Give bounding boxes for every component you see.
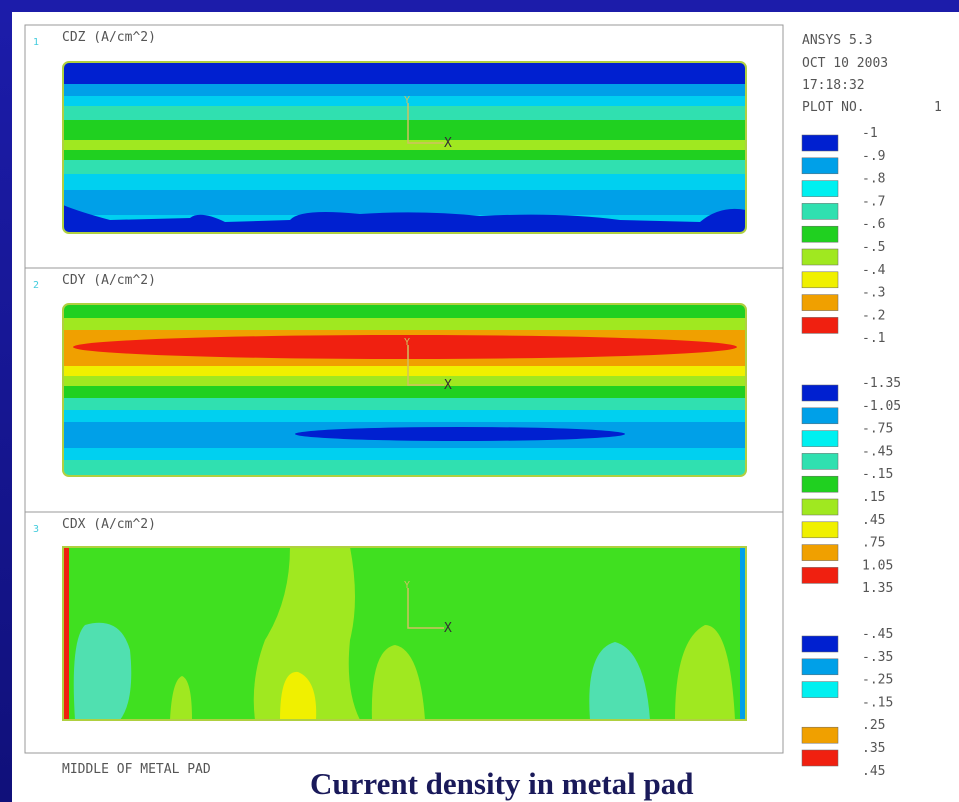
panel-index: 1	[33, 37, 39, 48]
header-text: ANSYS 5.3	[802, 33, 872, 48]
panel-title: CDY (A/cm^2)	[62, 273, 156, 288]
pad-outline	[62, 546, 747, 721]
legend-label: -.75	[862, 422, 893, 437]
contour-cdy	[63, 304, 746, 476]
caption: Current density in metal pad	[310, 766, 694, 801]
legend-swatch	[801, 475, 839, 493]
legend-swatch	[801, 544, 839, 561]
legend-label: -.15	[862, 467, 893, 482]
legend-label: -1.35	[862, 376, 901, 391]
axis-x: X	[444, 136, 452, 151]
header-text: 17:18:32	[802, 78, 865, 93]
legend-swatch	[801, 248, 839, 266]
panel-title: CDX (A/cm^2)	[62, 517, 156, 532]
legend-label: .45	[862, 764, 885, 779]
legend-label: -.1	[862, 331, 885, 346]
legend-label: .75	[862, 536, 885, 551]
contour-cdz	[63, 62, 746, 233]
header-text: OCT 10 2003	[802, 56, 888, 71]
legend-swatch	[801, 567, 839, 584]
legend-label: -1.05	[862, 399, 901, 414]
legend-swatch	[801, 134, 839, 152]
legend-label: .15	[862, 490, 885, 505]
legend-label: -.7	[862, 194, 885, 209]
legend-swatch	[801, 658, 839, 676]
plot-label: PLOT NO.	[802, 100, 865, 115]
legend-swatch	[801, 521, 839, 539]
axis-y: Y	[404, 95, 410, 106]
legend-label: -.5	[862, 240, 885, 255]
legend-label: -.15	[862, 695, 893, 710]
legend-label: -.6	[862, 217, 885, 232]
axis-triad	[407, 103, 444, 144]
legend-swatch	[801, 294, 839, 311]
legend-swatch	[801, 681, 839, 698]
axis-triad	[407, 588, 444, 629]
axis-y: Y	[404, 337, 410, 348]
legend-label: -.9	[862, 149, 885, 164]
pad-outline	[62, 303, 747, 477]
legend-swatch	[801, 453, 839, 470]
legend-label: -.8	[862, 172, 885, 187]
legend-label: -.35	[862, 650, 893, 665]
legend-label: -.45	[862, 627, 893, 642]
legend-label: .45	[862, 513, 885, 528]
legend-swatch	[801, 225, 839, 243]
frame	[24, 24, 784, 754]
legend-swatch	[801, 498, 839, 516]
legend-swatch	[801, 180, 839, 197]
legend-label: 1.05	[862, 558, 893, 573]
legend-swatch	[801, 317, 839, 334]
panel-index: 3	[33, 524, 39, 535]
legend-swatch	[801, 407, 839, 425]
panel-index: 2	[33, 280, 39, 291]
legend-label: -.4	[862, 263, 886, 278]
legend-swatch	[801, 384, 839, 402]
axis-x: X	[444, 621, 452, 636]
legend-label: .35	[862, 741, 885, 756]
legend-label: -.45	[862, 444, 893, 459]
legend-label: -.2	[862, 308, 885, 323]
legend-label: .25	[862, 718, 885, 733]
legend-swatch	[801, 157, 839, 175]
panel-title: CDZ (A/cm^2)	[62, 30, 156, 45]
footer: MIDDLE OF METAL PAD	[62, 762, 211, 777]
legend-label: -1	[862, 126, 878, 141]
legend-swatch	[801, 635, 839, 653]
axis-x: X	[444, 378, 452, 393]
legend-label: -.25	[862, 673, 893, 688]
axis-triad	[407, 345, 444, 386]
legend-label: -.3	[862, 286, 885, 301]
pad-outline	[62, 61, 747, 234]
legend-swatch	[801, 271, 839, 289]
legend-swatch	[801, 430, 839, 447]
legend-swatch	[801, 726, 839, 744]
legend-swatch	[801, 749, 839, 767]
plot-number: 1	[934, 100, 942, 115]
legend-label: 1.35	[862, 581, 893, 596]
contour-cdx	[63, 547, 746, 720]
axis-y: Y	[404, 580, 410, 591]
legend-swatch	[801, 203, 839, 220]
